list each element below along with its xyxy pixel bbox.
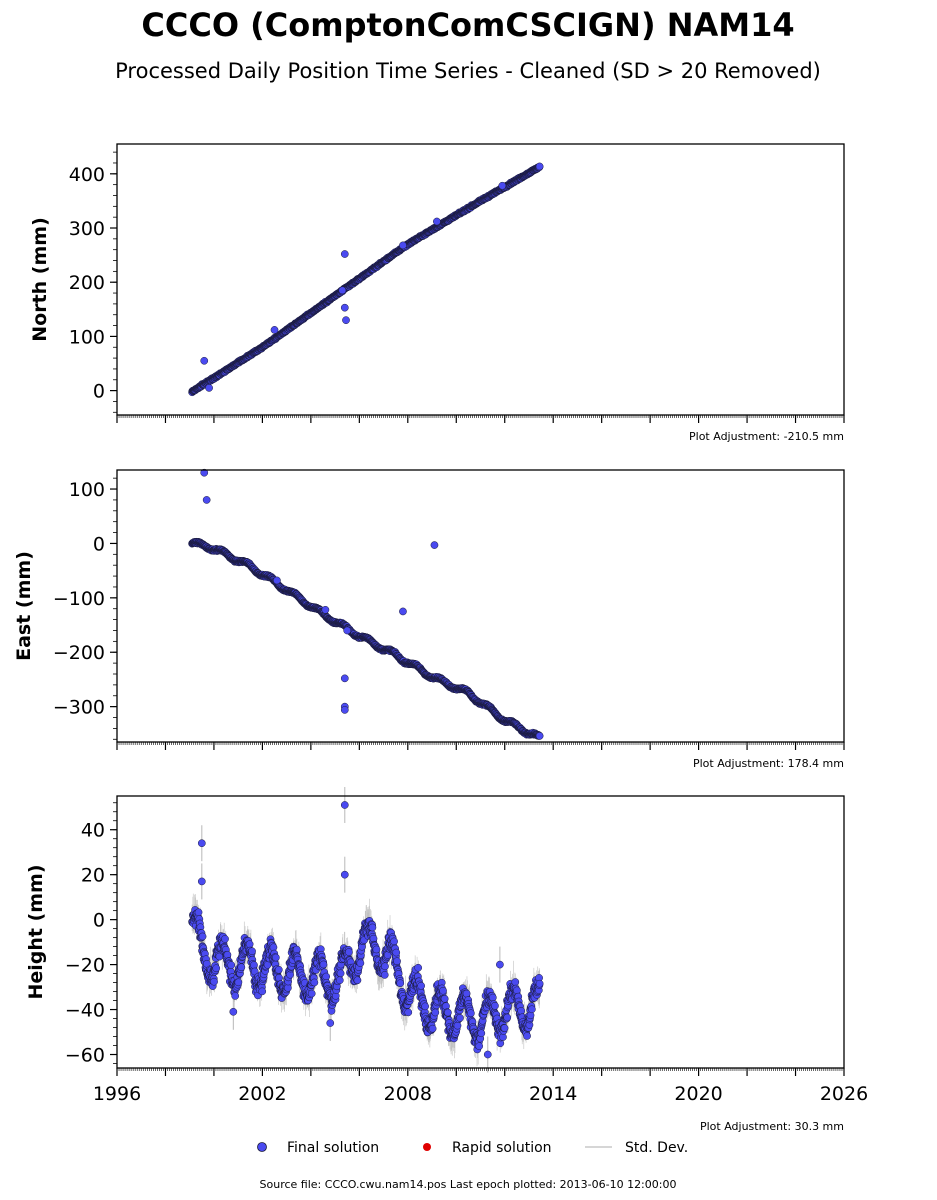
y-tick-label: 200 (69, 272, 105, 294)
outlier-point (343, 626, 352, 635)
y-tick-label: 300 (69, 218, 105, 240)
plot-adjustment-label: Plot Adjustment: -210.5 mm (689, 430, 844, 443)
final-solution-points (188, 468, 544, 740)
panel-0: 0 100 200 300 400 North (mm) Plot Adjustment: … (29, 143, 845, 443)
outlier-point (205, 384, 213, 392)
outlier-point (273, 576, 281, 585)
final-solution-points (188, 162, 544, 397)
outlier-point (321, 605, 330, 614)
outlier-point (399, 241, 407, 250)
y-tick-label: 100 (69, 479, 105, 501)
outlier-point (202, 496, 211, 504)
y-tick-label: 0 (93, 381, 105, 403)
y-tick-label: 0 (93, 533, 105, 555)
data-point (535, 162, 544, 171)
outlier-point (340, 706, 349, 714)
outlier-point (342, 316, 350, 324)
outlier-point (200, 356, 209, 365)
y-tick-label: 100 (69, 326, 105, 348)
data-point (535, 732, 544, 740)
y-tick-label: −100 (53, 588, 105, 610)
chart-title: CCCO (ComptonComCSCIGN) NAM14 (141, 6, 794, 44)
outlier-point (270, 326, 279, 334)
outlier-point (338, 286, 347, 295)
y-axis-label: North (mm) (29, 217, 51, 342)
y-tick-label: −200 (53, 642, 105, 664)
outlier-point (340, 674, 349, 683)
panels: 0 100 200 300 400 North (mm) Plot Adjustment: … (13, 143, 868, 1133)
outlier-point (433, 217, 441, 226)
stddev-bars (191, 469, 540, 739)
chart-subtitle: Processed Daily Position Time Series - C… (115, 59, 821, 83)
outlier-point (399, 607, 407, 616)
outlier-point (340, 250, 349, 258)
y-tick-label: −300 (53, 697, 105, 719)
y-tick-label: 400 (69, 164, 105, 186)
outlier-point (340, 303, 349, 312)
outlier-point (498, 181, 507, 190)
outlier-point (430, 541, 439, 549)
